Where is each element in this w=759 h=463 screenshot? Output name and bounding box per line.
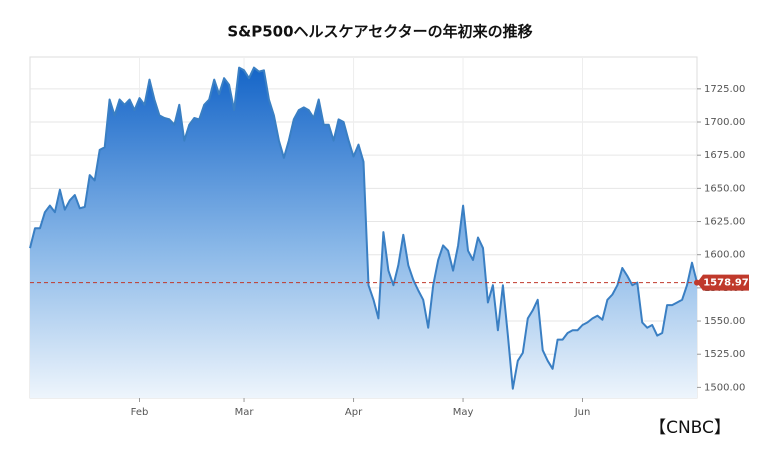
last-value-label: 1578.97 (703, 278, 749, 289)
y-tick-label: 1650.00 (704, 183, 745, 194)
line (29, 66, 698, 390)
y-tick-label: 1625.00 (704, 217, 745, 228)
y-tick-label: 1500.00 (704, 382, 745, 393)
x-tick-label: Apr (345, 407, 363, 418)
y-tick-label: 1525.00 (704, 349, 745, 360)
x-tick-label: Jun (574, 407, 591, 418)
x-tick-label: Feb (131, 407, 149, 418)
y-tick-label: 1600.00 (704, 250, 745, 261)
x-tick-label: Mar (235, 407, 255, 418)
y-tick-label: 1700.00 (704, 117, 745, 128)
x-tick-label: May (453, 407, 474, 418)
chart-title: S&P500ヘルスケアセクターの年初来の推移 (227, 23, 532, 41)
y-tick-label: 1725.00 (704, 84, 745, 95)
last-value-tag (697, 274, 749, 291)
y-tick-label: 1550.00 (704, 316, 745, 327)
y-tick-label: 1675.00 (704, 150, 745, 161)
source-label: 【CNBC】 (649, 418, 731, 438)
